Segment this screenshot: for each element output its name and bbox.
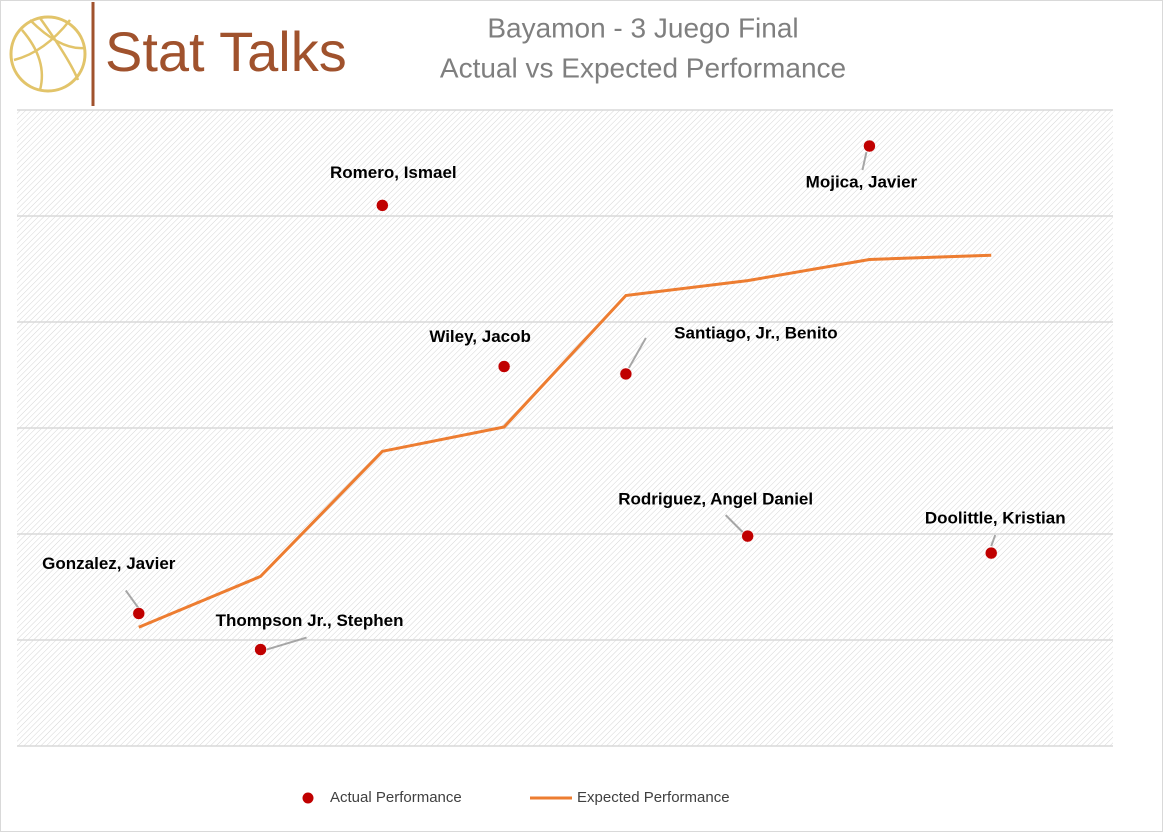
brand: Stat Talks — [105, 20, 347, 83]
leader-line — [724, 514, 744, 533]
legend-label: Expected Performance — [577, 789, 730, 806]
chart-title: Bayamon - 3 Juego Final — [487, 12, 798, 43]
actual-point — [741, 529, 754, 543]
actual-point — [619, 367, 633, 381]
legend-label: Actual Performance — [330, 789, 462, 806]
leader-line — [861, 151, 868, 171]
point-label: Rodriguez, Angel Daniel — [618, 490, 813, 509]
legend-marker — [302, 792, 314, 804]
leader-line — [990, 534, 997, 547]
point-label: Wiley, Jacob — [429, 327, 531, 346]
actual-point — [132, 607, 146, 620]
leader-line — [124, 589, 140, 610]
actual-point — [497, 360, 511, 373]
actual-point — [984, 546, 998, 560]
point-label: Gonzalez, Javier — [42, 554, 176, 573]
expected-line — [138, 253, 992, 629]
point-label: Mojica, Javier — [806, 173, 918, 192]
leader-line — [628, 337, 647, 369]
chart-subtitle: Actual vs Expected Performance — [440, 52, 846, 83]
point-label: Santiago, Jr., Benito — [674, 323, 837, 342]
actual-point — [376, 199, 389, 212]
leader-line — [266, 636, 307, 651]
actual-point — [863, 139, 876, 153]
point-label: Romero, Ismael — [330, 163, 457, 182]
point-label: Thompson Jr., Stephen — [216, 611, 404, 630]
logo — [9, 2, 95, 106]
actual-point — [254, 643, 267, 656]
point-label: Doolittle, Kristian — [925, 509, 1066, 528]
